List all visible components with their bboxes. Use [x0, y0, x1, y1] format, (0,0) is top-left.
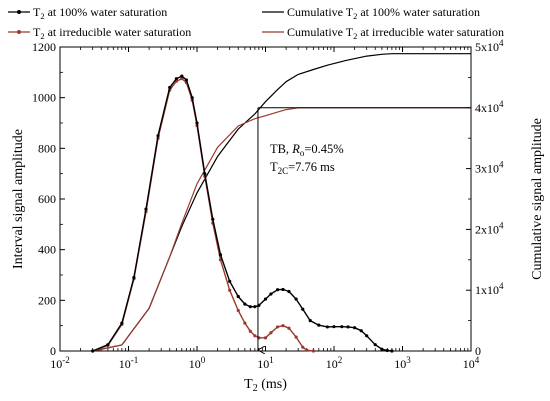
series-point-0: [385, 348, 389, 353]
series-line-0: [92, 75, 392, 352]
x-axis-title: T2 (ms): [244, 377, 287, 394]
series-point-0: [190, 96, 194, 100]
series-point-0: [144, 207, 148, 211]
series-point-0: [184, 78, 188, 82]
legend-label: T2 at 100% water saturation: [33, 5, 167, 21]
x-tick-label: 10-1: [119, 355, 139, 371]
x-tick-label: 100: [189, 355, 206, 371]
series-point-0: [228, 279, 232, 283]
series-point-0: [106, 343, 110, 347]
legend-marker: [17, 10, 21, 14]
legend-label: Cumulative T2 at 100% water saturation: [287, 5, 480, 21]
series-point-1: [263, 336, 268, 340]
series-point-0: [390, 349, 394, 353]
series-point-1: [269, 331, 273, 335]
y-left-tick-label: 600: [38, 192, 56, 206]
series-point-0: [380, 347, 384, 351]
axis-titles: T2 (ms) Interval signal amplitude Cumulati…: [11, 118, 545, 394]
series-point-0: [253, 305, 257, 309]
series-point-0: [91, 349, 95, 353]
series-point-1: [228, 288, 232, 292]
y-left-tick-label: 1200: [32, 40, 56, 54]
y-left-tick-label: 200: [38, 293, 56, 307]
series-point-0: [120, 321, 124, 325]
x-tick-label: 101: [257, 355, 274, 371]
series-point-1: [236, 308, 240, 313]
series-point-0: [168, 85, 172, 90]
legend-label: T2 at irreducible water saturation: [33, 25, 191, 41]
series-point-0: [281, 287, 285, 292]
series-point-0: [340, 325, 344, 329]
legend-marker: [17, 30, 21, 34]
series-point-0: [180, 74, 184, 78]
legend-label: Cumulative T2 at irreducible water satur…: [287, 25, 504, 41]
annotation-line-2: T2C=7.76 ms: [270, 160, 335, 176]
y-left-tick-label: 1000: [32, 91, 56, 105]
series-point-1: [180, 77, 184, 81]
series-point-0: [263, 297, 268, 301]
series-point-0: [332, 325, 336, 329]
series-point-0: [287, 289, 291, 294]
series-point-0: [275, 288, 280, 292]
plot-area: [59, 46, 472, 352]
series-point-0: [132, 275, 136, 280]
series-point-0: [269, 292, 273, 296]
series-point-0: [325, 325, 329, 329]
series-point-1: [281, 324, 285, 328]
series-point-0: [373, 343, 377, 347]
y-right-tick-label: 4x104: [475, 99, 504, 115]
series-point-1: [294, 335, 298, 339]
annotation-line-1: TB, Ro=0.45%: [270, 142, 344, 158]
series-point-0: [156, 134, 160, 138]
series-point-1: [253, 334, 257, 338]
y-left-tick-label: 800: [38, 141, 56, 155]
series-point-1: [287, 326, 291, 330]
series-point-1: [243, 321, 247, 325]
series-point-0: [248, 305, 252, 309]
x-tick-label: 102: [326, 355, 343, 371]
y-left-tick-label: 400: [38, 243, 56, 257]
series-point-0: [308, 319, 312, 323]
y-right-tick-label: 0: [475, 344, 481, 358]
y-right-tick-label: 2x104: [475, 220, 504, 236]
series-point-1: [248, 329, 252, 333]
series-point-0: [218, 253, 223, 257]
series-point-0: [236, 294, 240, 299]
series-point-0: [174, 77, 178, 81]
series-point-1: [305, 348, 309, 352]
series-point-0: [359, 329, 363, 333]
series-point-0: [294, 297, 298, 301]
series-point-1: [301, 345, 305, 349]
annotation-layer: TB, Ro=0.45% T2C=7.76 ms: [258, 107, 471, 350]
y-right-tick-label: 3x104: [475, 160, 504, 176]
series-point-0: [346, 325, 350, 329]
series-point-0: [353, 326, 357, 330]
series-point-0: [195, 121, 199, 125]
x-tick-label: 103: [394, 355, 411, 371]
y-left-tick-label: 0: [50, 344, 56, 358]
x-tick-label: 10-2: [50, 355, 70, 371]
y-left-axis-title: Interval signal amplitude: [11, 129, 26, 269]
series-point-0: [317, 323, 321, 327]
legend: T2 at 100% water saturation Cumulative T2…: [8, 5, 504, 41]
y-right-axis-title: Cumulative signal amplitude: [530, 118, 545, 280]
series-point-0: [301, 307, 305, 311]
x-tick-label: 104: [463, 355, 480, 371]
series-point-0: [203, 172, 207, 176]
y-right-tick-label: 1x104: [475, 281, 504, 297]
series-point-0: [243, 302, 247, 306]
series-layer: [91, 53, 471, 353]
axis-ticks: 10-2 10-1 100 101 102 103 10402004006008001000…: [32, 38, 504, 371]
series-point-1: [275, 325, 280, 329]
series-point-1: [311, 349, 315, 353]
series-point-0: [211, 217, 215, 221]
y-right-tick-label: 5x104: [475, 38, 504, 54]
series-point-0: [365, 334, 369, 338]
